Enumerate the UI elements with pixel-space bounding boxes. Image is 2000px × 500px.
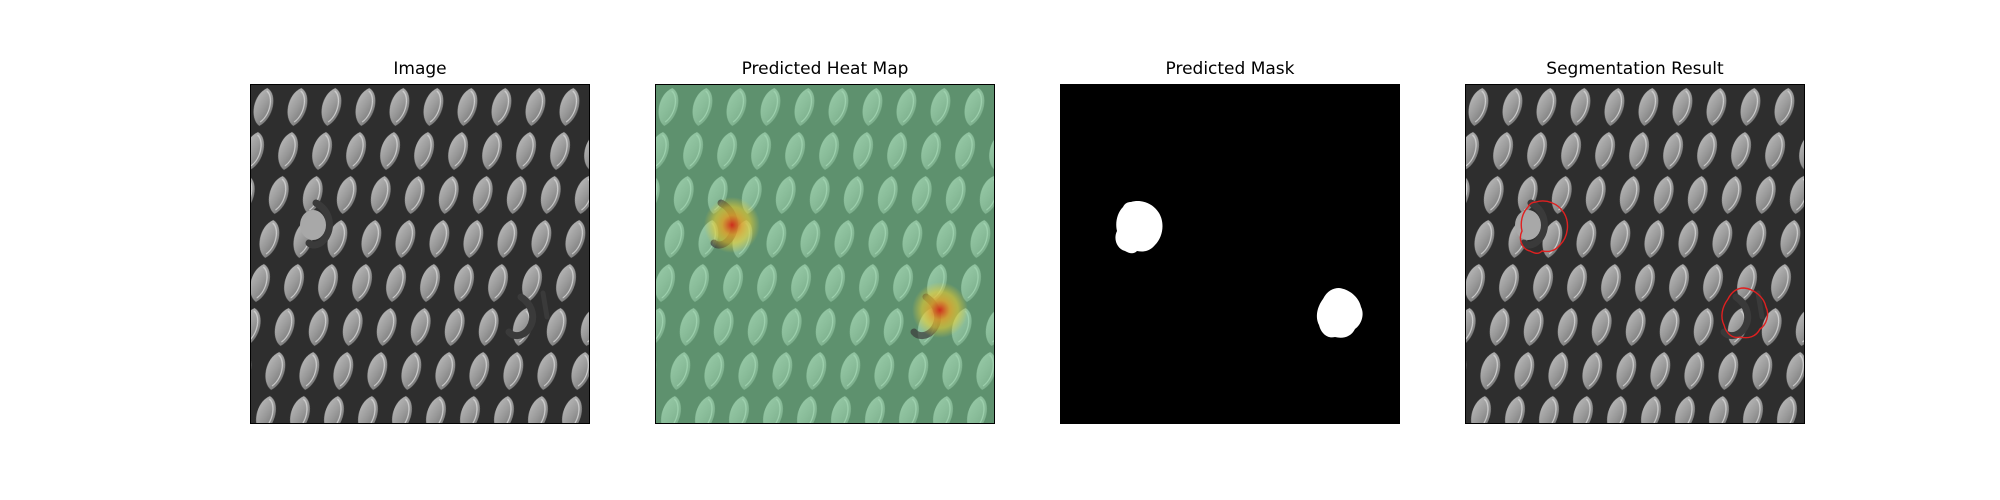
mesh-photo	[250, 84, 590, 424]
mask-image	[1060, 84, 1400, 424]
heat-spot	[912, 282, 968, 338]
segmentation-image	[1465, 84, 1805, 424]
panel-title: Image	[393, 59, 447, 79]
panel-title: Predicted Mask	[1165, 59, 1295, 79]
mask-blob	[1115, 201, 1163, 254]
contour-outline	[1519, 200, 1569, 254]
panel-title: Predicted Heat Map	[741, 59, 909, 79]
heatmap-overlay	[655, 84, 995, 424]
panel-title: Segmentation Result	[1546, 59, 1724, 79]
heat-spot	[704, 197, 760, 253]
mask-blob	[1316, 288, 1363, 338]
contour-outline	[1721, 287, 1769, 339]
